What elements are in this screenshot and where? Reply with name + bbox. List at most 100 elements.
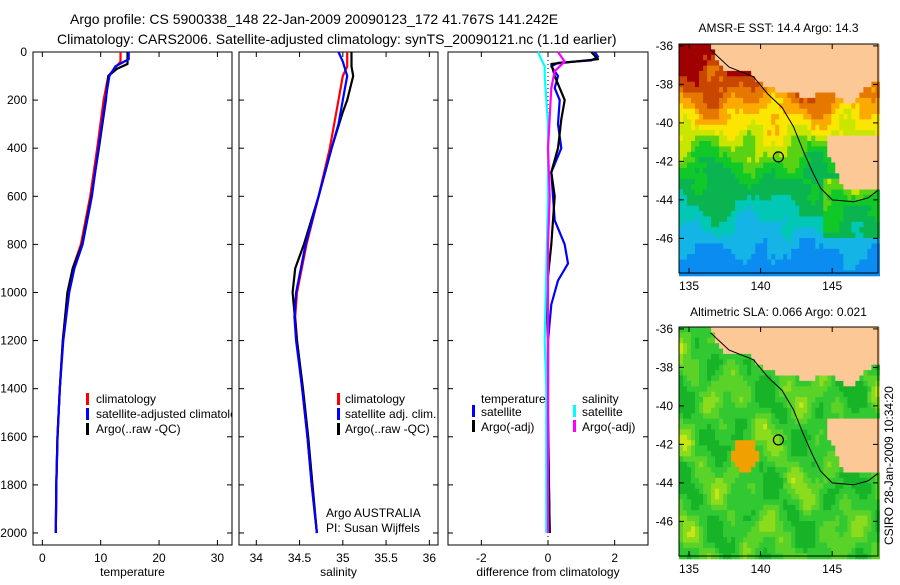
heatmap-cell bbox=[707, 114, 712, 120]
heatmap-cell bbox=[679, 178, 684, 185]
heatmap-cell bbox=[815, 232, 820, 239]
heatmap-cell bbox=[839, 44, 844, 50]
heatmap-cell bbox=[747, 488, 752, 495]
heatmap-cell bbox=[731, 521, 736, 527]
heatmap-cell bbox=[823, 49, 828, 56]
heatmap-cell bbox=[771, 243, 776, 250]
heatmap-cell bbox=[679, 521, 684, 527]
heatmap-cell bbox=[679, 461, 684, 468]
heatmap-cell bbox=[775, 380, 780, 387]
heatmap-cell bbox=[775, 248, 780, 255]
heatmap-cell bbox=[831, 450, 836, 457]
heatmap-cell bbox=[735, 65, 740, 72]
heatmap-cell bbox=[823, 348, 828, 355]
heatmap-cell bbox=[855, 141, 860, 147]
heatmap-cell bbox=[775, 547, 780, 554]
heatmap-cell bbox=[715, 510, 720, 517]
heatmap-cell bbox=[707, 531, 712, 538]
heatmap-cell bbox=[699, 413, 704, 420]
heatmap-cell bbox=[799, 151, 804, 158]
heatmap-cell bbox=[687, 167, 692, 174]
heatmap-cell bbox=[735, 54, 740, 61]
heatmap-cell bbox=[707, 103, 712, 110]
heatmap-cell bbox=[687, 343, 692, 350]
heatmap-cell bbox=[855, 531, 860, 538]
heatmap-cell bbox=[855, 167, 860, 174]
heatmap-cell bbox=[807, 407, 812, 414]
heatmap-cell bbox=[759, 402, 764, 409]
heatmap-cell bbox=[859, 332, 864, 339]
heatmap-cell bbox=[867, 167, 872, 174]
heatmap-cell bbox=[711, 178, 716, 185]
heatmap-cell bbox=[859, 227, 864, 234]
heatmap-cell bbox=[779, 124, 784, 131]
heatmap-cell bbox=[815, 211, 820, 217]
heatmap-cell bbox=[695, 81, 700, 88]
y-tick-label: 0 bbox=[20, 45, 27, 59]
heatmap-cell bbox=[695, 450, 700, 457]
heatmap-cell bbox=[691, 397, 696, 403]
heatmap-cell bbox=[803, 386, 808, 393]
heatmap-cell bbox=[699, 264, 704, 271]
heatmap-cell bbox=[751, 87, 756, 94]
heatmap-cell bbox=[851, 424, 856, 430]
heatmap-cell bbox=[819, 434, 824, 441]
heatmap-cell bbox=[707, 60, 712, 67]
heatmap-cell bbox=[787, 488, 792, 495]
heatmap-cell bbox=[695, 227, 700, 234]
heatmap-cell bbox=[827, 440, 832, 447]
heatmap-cell bbox=[823, 494, 828, 500]
heatmap-cell bbox=[823, 375, 828, 382]
heatmap-cell bbox=[799, 194, 804, 201]
heatmap-cell bbox=[835, 488, 840, 495]
heatmap-cell bbox=[759, 477, 764, 484]
heatmap-cell bbox=[819, 494, 824, 500]
heatmap-cell bbox=[779, 259, 784, 266]
heatmap-cell bbox=[811, 254, 816, 261]
heatmap-cell bbox=[735, 264, 740, 271]
heatmap-cell bbox=[843, 97, 848, 104]
heatmap-cell bbox=[795, 178, 800, 185]
heatmap-cell bbox=[855, 370, 860, 377]
heatmap-cell bbox=[851, 108, 856, 115]
heatmap-cell bbox=[719, 515, 724, 522]
heatmap-cell bbox=[799, 92, 804, 99]
heatmap-cell bbox=[783, 359, 788, 366]
heatmap-cell bbox=[727, 141, 732, 147]
heatmap-cell bbox=[871, 537, 876, 544]
heatmap-cell bbox=[771, 370, 776, 377]
heatmap-cell bbox=[699, 232, 704, 239]
heatmap-cell bbox=[727, 515, 732, 522]
heatmap-cell bbox=[775, 167, 780, 174]
heatmap-cell bbox=[823, 386, 828, 393]
legend-label: satellite bbox=[481, 405, 522, 419]
heatmap-cell bbox=[839, 332, 844, 339]
heatmap-cell bbox=[863, 189, 868, 196]
heatmap-cell bbox=[683, 327, 688, 333]
heatmap-cell bbox=[739, 483, 744, 490]
heatmap-cell bbox=[683, 386, 688, 393]
heatmap-cell bbox=[767, 167, 772, 174]
heatmap-cell bbox=[863, 424, 868, 430]
heatmap-cell bbox=[867, 364, 872, 371]
heatmap-cell bbox=[695, 49, 700, 56]
heatmap-cell bbox=[839, 542, 844, 549]
heatmap-cell bbox=[699, 547, 704, 554]
heatmap-cell bbox=[795, 397, 800, 403]
heatmap-cell bbox=[691, 483, 696, 490]
heatmap-cell bbox=[811, 264, 816, 271]
heatmap-cell bbox=[747, 205, 752, 212]
heatmap-cell bbox=[831, 243, 836, 250]
heatmap-cell bbox=[695, 60, 700, 67]
heatmap-cell bbox=[779, 526, 784, 533]
heatmap-cell bbox=[871, 264, 876, 271]
heatmap-cell bbox=[723, 200, 728, 207]
heatmap-cell bbox=[867, 264, 872, 271]
heatmap-cell bbox=[711, 103, 716, 110]
heatmap-cell bbox=[739, 130, 744, 137]
heatmap-cell bbox=[715, 515, 720, 522]
heatmap-cell bbox=[847, 248, 852, 255]
heatmap-cell bbox=[719, 81, 724, 88]
heatmap-cell bbox=[767, 97, 772, 104]
heatmap-cell bbox=[827, 353, 832, 360]
